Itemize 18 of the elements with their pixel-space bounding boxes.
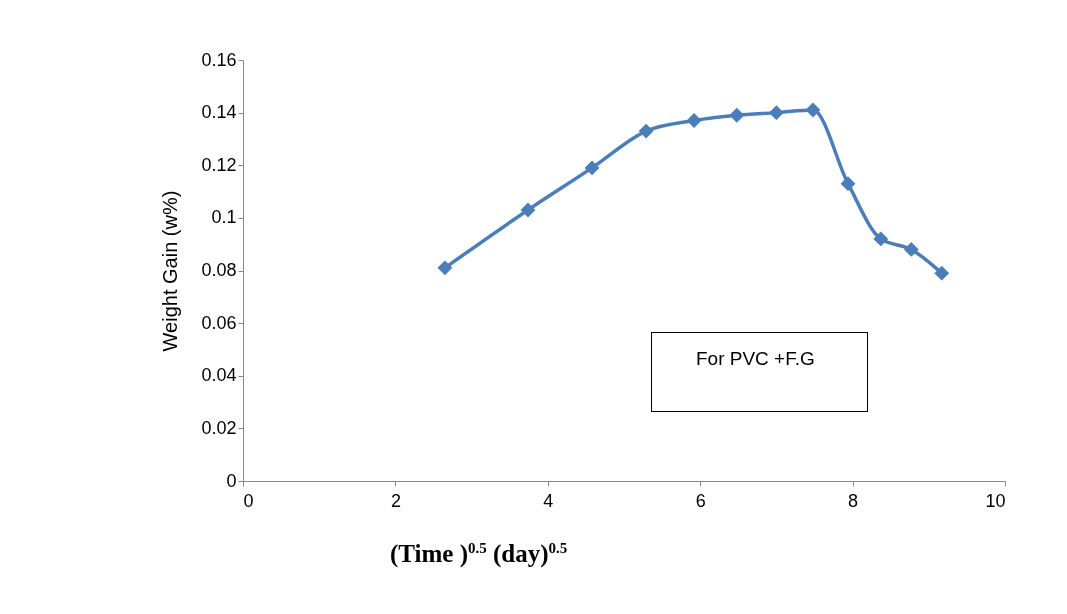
x-tick-label: 6 [695,490,706,511]
x-tick-label: 4 [543,490,554,511]
y-tick-label: 0.06 [201,312,237,333]
x-tick-label: 0 [243,490,254,511]
y-tick-label: 0.16 [201,49,237,70]
annotation: For PVC +F.G [651,332,868,412]
y-axis-title: Weight Gain (w%) [159,190,182,352]
x-axis-title: (Time )$^{0.5}$ (day)$^{0.5}$ [390,540,568,569]
y-tick-label: 0.12 [201,154,237,175]
y-tick-label: 0.14 [201,102,237,123]
y-tick-label: 0.04 [201,365,237,386]
y-tick-label: 0.02 [201,417,237,438]
x-tick-label: 8 [848,490,859,511]
y-tick-label: 0 [226,470,237,491]
y-tick-label: 0.08 [201,260,237,280]
x-tick-label: 2 [390,490,401,511]
y-tick-label: 0.1 [211,207,237,228]
x-tick-label: 10 [985,490,1006,511]
